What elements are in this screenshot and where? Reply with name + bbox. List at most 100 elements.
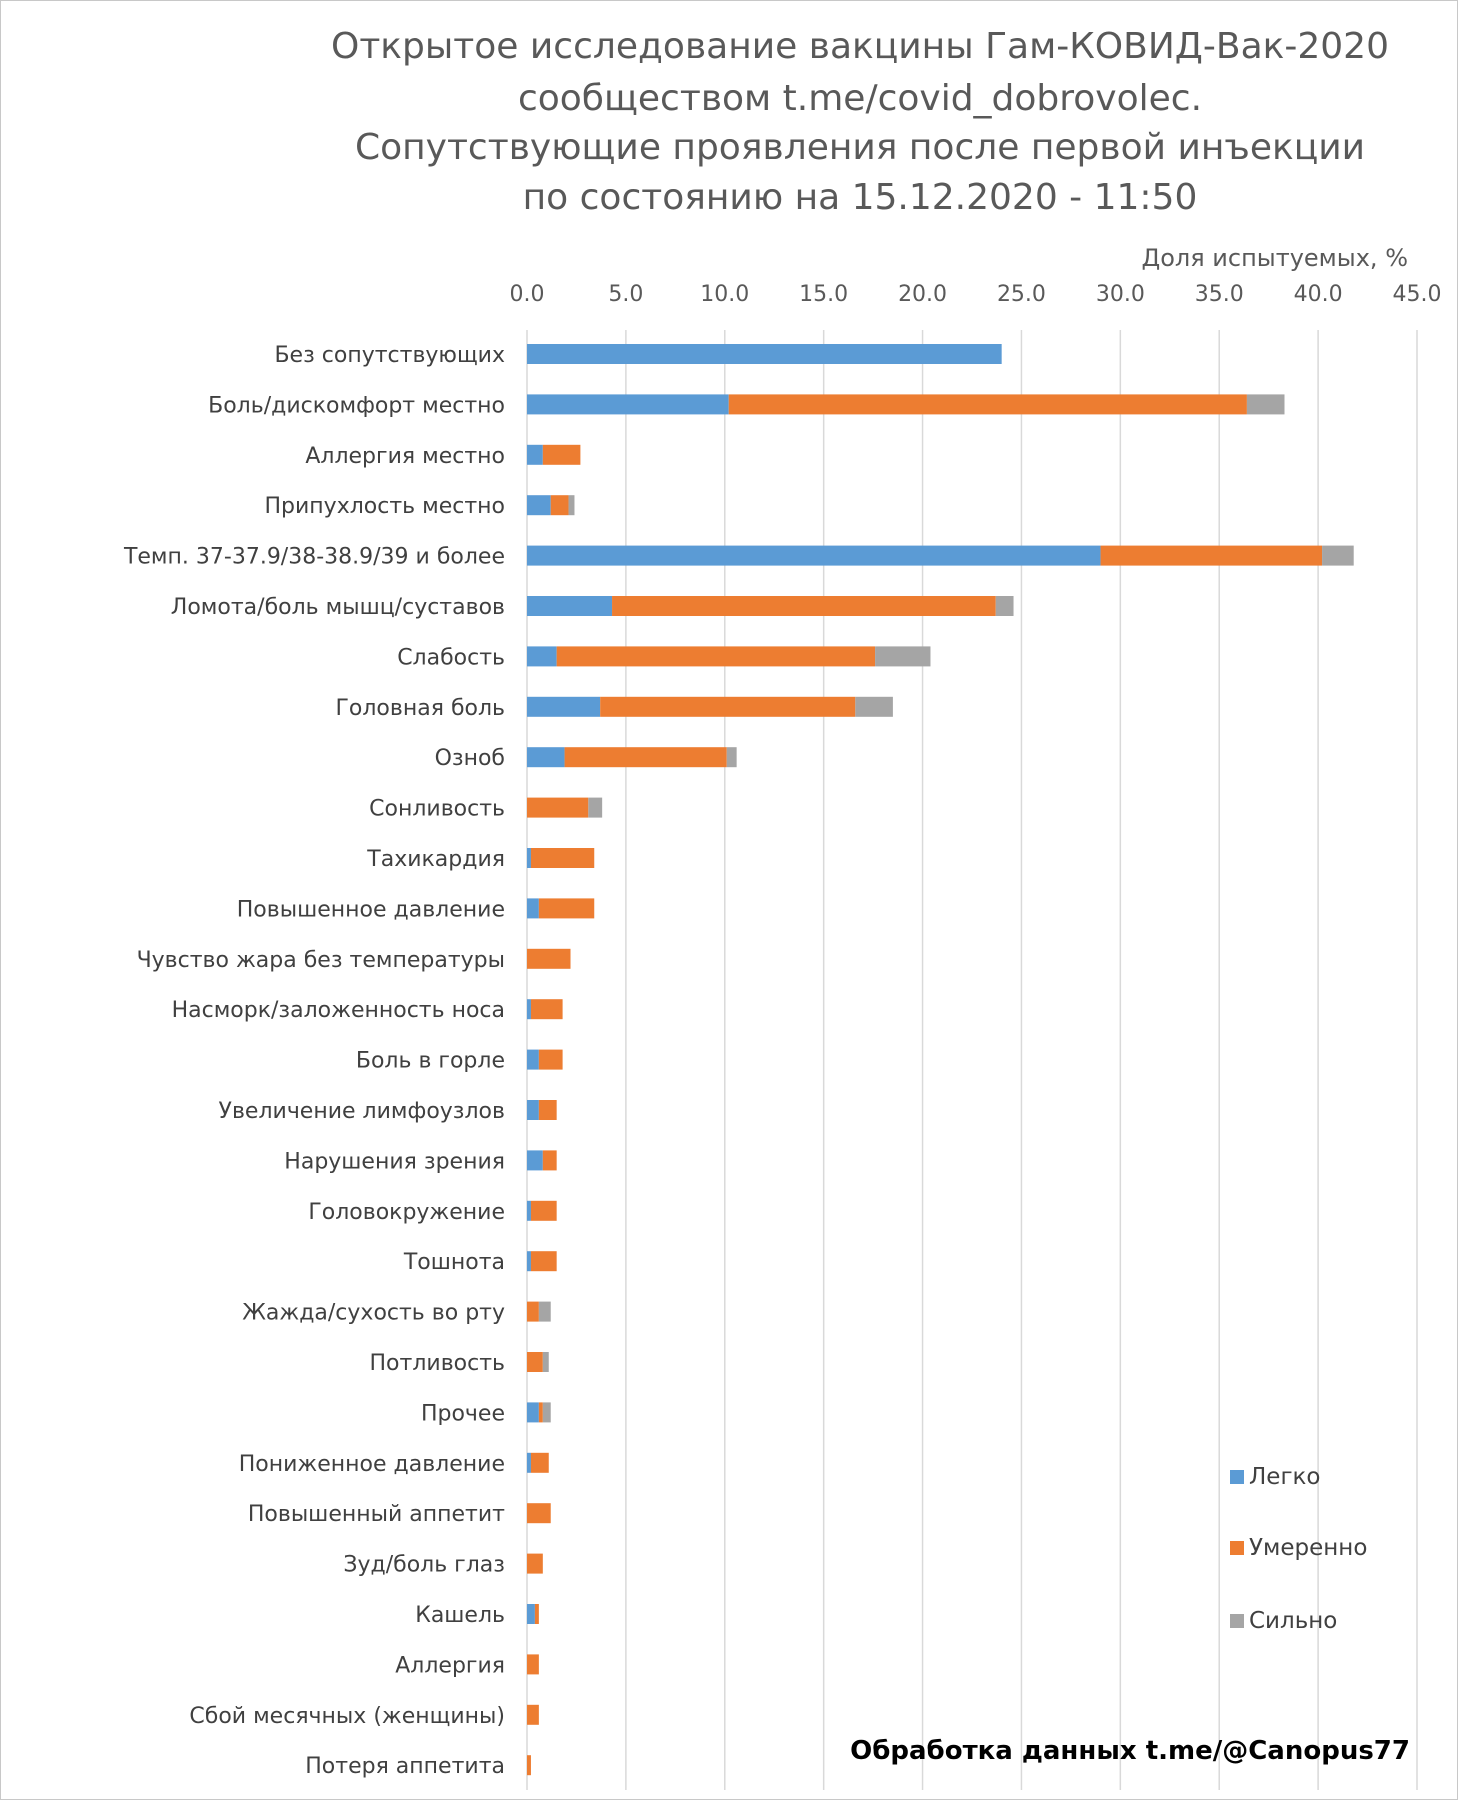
category-label: Нарушения зрения	[284, 1149, 505, 1174]
legend-label: Сильно	[1249, 1608, 1337, 1634]
bar-segment-moderate	[728, 394, 1247, 415]
x-axis-title: Доля испытуемых, %	[1141, 244, 1408, 272]
bar-segment-severe	[542, 1352, 549, 1372]
bar-segment-severe	[538, 1301, 551, 1322]
gridlines	[526, 330, 1418, 1790]
category-label: Головокружение	[308, 1200, 505, 1225]
category-label: Тошнота	[403, 1250, 505, 1275]
bar-segment-severe	[1246, 394, 1285, 415]
bar-segment-moderate	[530, 1200, 557, 1221]
category-label: Ломота/боль мышц/суставов	[171, 595, 505, 620]
title-line-4: по состоянию на 15.12.2020 - 11:50	[523, 177, 1198, 218]
category-label: Аллергия	[395, 1653, 505, 1678]
legend-swatch	[1230, 1614, 1244, 1628]
category-label: Озноб	[435, 746, 505, 771]
category-label: Боль/дискомфорт местно	[208, 393, 505, 418]
category-label: Насморк/заложенность носа	[172, 998, 505, 1023]
bar-segment-light	[527, 696, 601, 717]
x-tick-label: 5.0	[608, 282, 643, 307]
x-tick-label: 40.0	[1294, 282, 1343, 307]
bar-segment-moderate	[527, 1352, 543, 1372]
bar-segment-moderate	[527, 948, 571, 969]
category-labels: Без сопутствующих Боль/дискомфорт местно А…	[123, 343, 505, 1779]
x-tick-label: 15.0	[799, 282, 848, 307]
category-label: Аллергия местно	[305, 444, 505, 469]
x-tick-label: 25.0	[997, 282, 1046, 307]
x-tick-label: 20.0	[898, 282, 947, 307]
bar-segment-light	[527, 999, 531, 1020]
category-label: Зуд/боль глаз	[343, 1553, 505, 1578]
title-line-1: Открытое исследование вакцины Гам-КОВИД-…	[331, 26, 1389, 67]
category-label: Сонливость	[369, 797, 505, 822]
bar-segment-moderate	[1100, 545, 1323, 566]
title-line-2: сообществом t.me/covid_dobrovolec.	[518, 78, 1202, 119]
bar-segment-light	[527, 344, 1002, 364]
bar-segment-moderate	[538, 1402, 543, 1423]
category-label: Слабость	[397, 645, 505, 670]
bar-segment-light	[527, 747, 565, 768]
bar-segment-moderate	[527, 1553, 543, 1574]
bars	[527, 344, 1354, 1776]
bar-segment-severe	[542, 1402, 551, 1423]
bar-segment-moderate	[527, 1654, 539, 1675]
bar-segment-severe	[588, 797, 603, 818]
bar-segment-severe	[1322, 545, 1354, 566]
category-label: Тахикардия	[366, 847, 505, 872]
x-axis-ticks: 0.0 5.0 10.0 15.0 20.0 25.0 30.0 35.0 40.0 45.0	[510, 282, 1442, 307]
bar-segment-moderate	[542, 444, 581, 465]
category-label: Чувство жара без температуры	[137, 948, 505, 973]
bar-segment-light	[527, 1200, 531, 1221]
bar-segment-moderate	[530, 848, 595, 868]
bar-segment-moderate	[538, 1049, 563, 1070]
category-label: Прочее	[421, 1401, 505, 1426]
bar-segment-light	[527, 1402, 539, 1423]
bar-segment-light	[527, 545, 1101, 566]
category-label: Пониженное давление	[239, 1452, 505, 1477]
bar-segment-severe	[568, 495, 575, 516]
bar-segment-light	[527, 898, 539, 919]
bar-segment-severe	[995, 596, 1014, 616]
bar-segment-moderate	[527, 1503, 551, 1524]
bar-segment-severe	[855, 696, 893, 717]
bar-segment-light	[527, 1251, 531, 1272]
bar-segment-moderate	[527, 797, 589, 818]
x-tick-label: 30.0	[1096, 282, 1145, 307]
category-label: Повышенное давление	[237, 897, 505, 922]
x-tick-label: 35.0	[1195, 282, 1244, 307]
bar-segment-moderate	[527, 1704, 539, 1725]
bar-segment-light	[527, 596, 613, 616]
title-line-3: Сопутствующие проявления после первой ин…	[355, 127, 1365, 168]
bar-segment-moderate	[527, 1301, 539, 1322]
bar-segment-light	[527, 1049, 539, 1070]
legend-swatch	[1230, 1470, 1244, 1484]
bar-segment-moderate	[530, 1452, 549, 1473]
legend-label: Легко	[1249, 1464, 1321, 1490]
bar-segment-light	[527, 1604, 535, 1624]
legend-swatch	[1230, 1541, 1244, 1555]
bar-segment-moderate	[542, 1150, 557, 1171]
bar-segment-light	[527, 1452, 531, 1473]
bar-segment-moderate	[538, 898, 595, 919]
credit-text: Обработка данных t.me/@Canopus77	[850, 1736, 1410, 1766]
bar-segment-moderate	[534, 1604, 539, 1624]
category-label: Повышенный аппетит	[248, 1502, 505, 1527]
bar-segment-moderate	[550, 495, 569, 516]
bar-segment-light	[527, 848, 531, 868]
category-label: Темп. 37-37.9/38-38.9/39 и более	[123, 545, 505, 570]
category-label: Кашель	[415, 1603, 505, 1628]
x-tick-label: 10.0	[700, 282, 749, 307]
bar-segment-moderate	[564, 747, 727, 768]
bar-segment-moderate	[538, 1100, 557, 1120]
legend-label: Умеренно	[1249, 1535, 1367, 1561]
category-label: Сбой месячных (женщины)	[189, 1704, 505, 1729]
bar-segment-moderate	[600, 696, 856, 717]
bar-segment-light	[527, 646, 557, 667]
category-label: Потливость	[370, 1351, 505, 1376]
bar-segment-light	[527, 444, 543, 465]
x-tick-label: 45.0	[1393, 282, 1442, 307]
category-label: Жажда/сухость во рту	[242, 1301, 505, 1326]
legend: Легко Умеренно Сильно	[1230, 1464, 1367, 1634]
bar-segment-moderate	[530, 1251, 557, 1272]
bar-segment-light	[527, 1150, 543, 1171]
